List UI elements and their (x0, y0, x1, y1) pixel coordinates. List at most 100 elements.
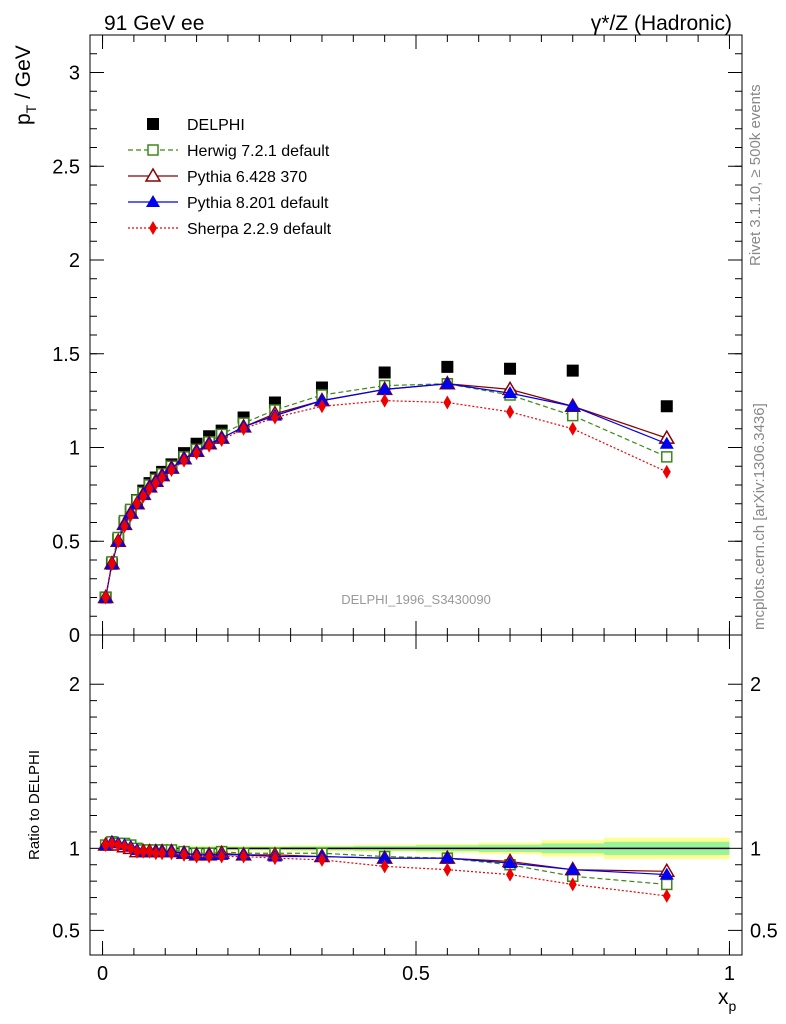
ratio-point (107, 836, 116, 851)
main-point (566, 409, 579, 422)
main-point (270, 410, 279, 425)
main-series-line (105, 383, 668, 598)
main-point (504, 362, 517, 375)
legend-label: DELPHI (187, 117, 245, 134)
main-series-1 (99, 378, 673, 604)
ratio-point (101, 838, 110, 853)
main-series-2 (97, 375, 676, 604)
ratio-point (662, 888, 671, 903)
main-point (205, 438, 214, 453)
main-y-tick-label: 1.5 (52, 344, 80, 366)
ratio-point (126, 841, 135, 856)
legend-marker (147, 144, 159, 156)
main-point (151, 476, 160, 491)
legend-label: Sherpa 2.2.9 default (187, 221, 332, 238)
legend-marker (147, 118, 159, 130)
ratio-point (151, 846, 160, 861)
main-point (660, 400, 673, 413)
ratio-x-tick-label: 0 (97, 963, 108, 985)
main-point (661, 451, 673, 463)
ratio-y-tick-label: 1 (69, 838, 80, 860)
main-point (443, 395, 452, 410)
legend-label: Pythia 8.201 default (187, 195, 329, 212)
ratio-point (377, 851, 392, 864)
ratio-point (443, 862, 452, 877)
ratio-point (120, 839, 129, 854)
main-point (101, 590, 110, 605)
main-point (217, 433, 226, 447)
ratio-point (661, 878, 673, 891)
main-point (380, 393, 389, 408)
ratio-x-tick-label: 0.5 (402, 963, 430, 985)
main-y-tick-label: 0.5 (52, 531, 80, 553)
main-point (107, 556, 116, 571)
ratio-point (192, 849, 201, 864)
ratio-point (506, 867, 515, 882)
main-point (180, 453, 189, 468)
ratio-panel: 0.5 1 2 0 0.5 1 0.5 1 2 (52, 634, 778, 985)
ratio-point (659, 867, 674, 880)
legend-marker (149, 221, 157, 235)
mcplots-label: mcplots.cern.ch [arXiv:1306.3436] (751, 403, 768, 630)
ratio-point (180, 847, 189, 862)
main-point (239, 421, 248, 436)
legend-item: Herwig 7.2.1 default (128, 143, 330, 160)
ratio-point (133, 844, 142, 859)
main-point (120, 519, 129, 534)
svg-text:pT / GeV: pT / GeV (12, 45, 39, 125)
main-y-tick-label: 1 (69, 438, 80, 460)
main-y-tick-label: 3 (69, 63, 80, 85)
main-series-line (105, 400, 668, 598)
main-panel: 0 0.5 1 1.5 2 2.5 3 (52, 34, 743, 647)
ratio-point (139, 844, 148, 859)
ratio-point (503, 856, 518, 869)
main-point (167, 463, 176, 477)
svg-text:xp: xp (718, 986, 737, 1014)
main-y-tick-label: 2.5 (52, 156, 80, 178)
ratio-point (317, 852, 326, 867)
rivet-label: Rivet 3.1.10, ≥ 500k events (747, 84, 764, 266)
main-point (503, 386, 518, 399)
ratio-y-tick-label: 2 (69, 674, 80, 696)
ratio-point (205, 849, 214, 864)
legend: DELPHI Herwig 7.2.1 default Pythia 6.428 3… (128, 117, 332, 238)
main-point (145, 481, 154, 496)
ratio-point (158, 846, 167, 861)
ratio-x-tick-label: 1 (724, 963, 735, 985)
ratio-y-tick-label-right: 1 (750, 838, 761, 860)
ratio-point (568, 877, 577, 892)
legend-marker (146, 195, 160, 207)
main-point (659, 436, 674, 449)
ratio-point (239, 849, 248, 864)
x-axis-label: xp (718, 986, 737, 1014)
ratio-point (565, 862, 580, 875)
header-right-label: γ*/Z (Hadronic) (591, 12, 732, 35)
main-point (139, 489, 148, 504)
main-point (568, 421, 577, 436)
main-point (662, 464, 671, 479)
main-point (440, 376, 455, 389)
ratio-point (440, 851, 455, 864)
main-point (441, 360, 454, 373)
legend-marker (144, 167, 162, 182)
main-point (114, 534, 123, 549)
legend-item: Pythia 6.428 370 (128, 167, 307, 186)
main-point (192, 446, 201, 461)
main-point (565, 399, 580, 412)
main-series-3 (98, 376, 674, 603)
ratio-point (167, 846, 176, 861)
main-point (317, 399, 326, 414)
main-point (506, 404, 515, 419)
svg-text:Ratio to DELPHI: Ratio to DELPHI (26, 750, 43, 860)
main-y-tick-label: 0 (69, 625, 80, 647)
ratio-point (380, 859, 389, 874)
main-point (158, 470, 167, 485)
legend-item: Pythia 8.201 default (128, 195, 329, 212)
ratio-point (217, 849, 226, 864)
legend-item: Sherpa 2.2.9 default (128, 221, 332, 238)
analysis-id-label: DELPHI_1996_S3430090 (341, 592, 491, 607)
main-series-4 (101, 393, 671, 605)
legend-item: DELPHI (147, 117, 245, 134)
main-point (378, 366, 391, 379)
